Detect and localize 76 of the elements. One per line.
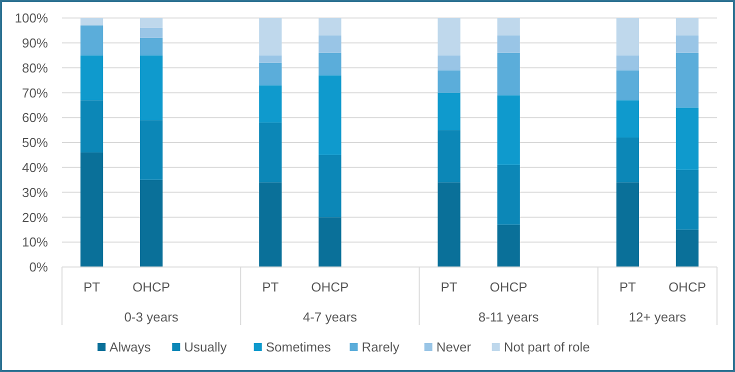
bar: [676, 52, 699, 108]
bar: [497, 18, 520, 36]
bar: [259, 182, 282, 267]
x-tick-label: OHCP: [132, 280, 170, 295]
bar: [80, 25, 104, 56]
y-tick-label: 100%: [14, 10, 48, 26]
bar: [438, 130, 460, 182]
bar: [497, 224, 520, 267]
x-tick-label: PT: [262, 280, 279, 295]
y-tick-label: 10%: [22, 234, 48, 250]
bar: [318, 18, 342, 36]
bar: [259, 85, 282, 123]
bar: [676, 230, 699, 267]
legend-label: Not part of role: [504, 340, 590, 355]
x-tick-label: PT: [619, 280, 636, 295]
bar: [140, 55, 163, 120]
bar: [497, 164, 520, 225]
bar: [497, 52, 520, 96]
bar: [140, 28, 163, 38]
bar: [318, 217, 342, 267]
bar: [80, 152, 104, 267]
y-tick-label: 90%: [22, 35, 48, 50]
bar: [80, 55, 104, 100]
bar: [80, 18, 104, 26]
bar: [259, 18, 282, 56]
text: 12+ years: [628, 310, 687, 325]
bar: [616, 100, 639, 138]
bar: [616, 138, 639, 182]
text: 8-11 years: [478, 310, 540, 325]
bar: [438, 70, 460, 93]
y-tick-label: 70%: [22, 85, 48, 100]
bar: [438, 182, 460, 267]
bar: [140, 120, 163, 180]
bar: [616, 182, 639, 267]
x-tick-label: OHCP: [490, 280, 528, 295]
x-tick-label: PT: [83, 280, 100, 295]
y-tick-label: 20%: [22, 210, 48, 225]
bar: [497, 35, 520, 53]
x-tick-label: OHCP: [311, 280, 349, 295]
y-tick-label: 50%: [22, 135, 48, 150]
legend-label: Never: [436, 340, 472, 355]
y-tick-label: 30%: [22, 184, 48, 200]
y-tick-label: 80%: [22, 60, 48, 76]
text: 0-3 years: [124, 310, 179, 325]
x-tick-label: PT: [440, 280, 458, 295]
bar: [140, 180, 163, 267]
bar: [140, 38, 163, 56]
bar: [616, 70, 639, 100]
legend-label: Rarely: [362, 340, 400, 355]
bar: [80, 100, 104, 152]
legend-label: Sometimes: [266, 340, 332, 355]
bar: [318, 35, 342, 53]
bar: [140, 18, 163, 28]
bar: [676, 35, 699, 53]
y-tick-label: 60%: [22, 110, 48, 126]
bar: [438, 18, 460, 56]
bar: [616, 55, 639, 70]
bar: [438, 92, 460, 130]
bar: [318, 154, 342, 218]
legend-label: Always: [110, 340, 152, 355]
bar: [318, 52, 342, 76]
bar: [318, 75, 342, 155]
bar: [438, 55, 460, 70]
bar: [259, 62, 282, 86]
bar: [497, 95, 520, 165]
y-tick-label: 0%: [29, 260, 48, 275]
bar: [259, 122, 282, 182]
y-tick-label: 40%: [22, 160, 48, 175]
bar: [676, 18, 699, 36]
x-tick-label: OHCP: [668, 280, 706, 295]
text: 4-7 years: [302, 310, 358, 325]
bar: [616, 18, 639, 56]
bar: [259, 55, 282, 63]
bar: [676, 108, 699, 170]
legend-label: Usually: [184, 340, 228, 355]
bar: [676, 170, 699, 230]
